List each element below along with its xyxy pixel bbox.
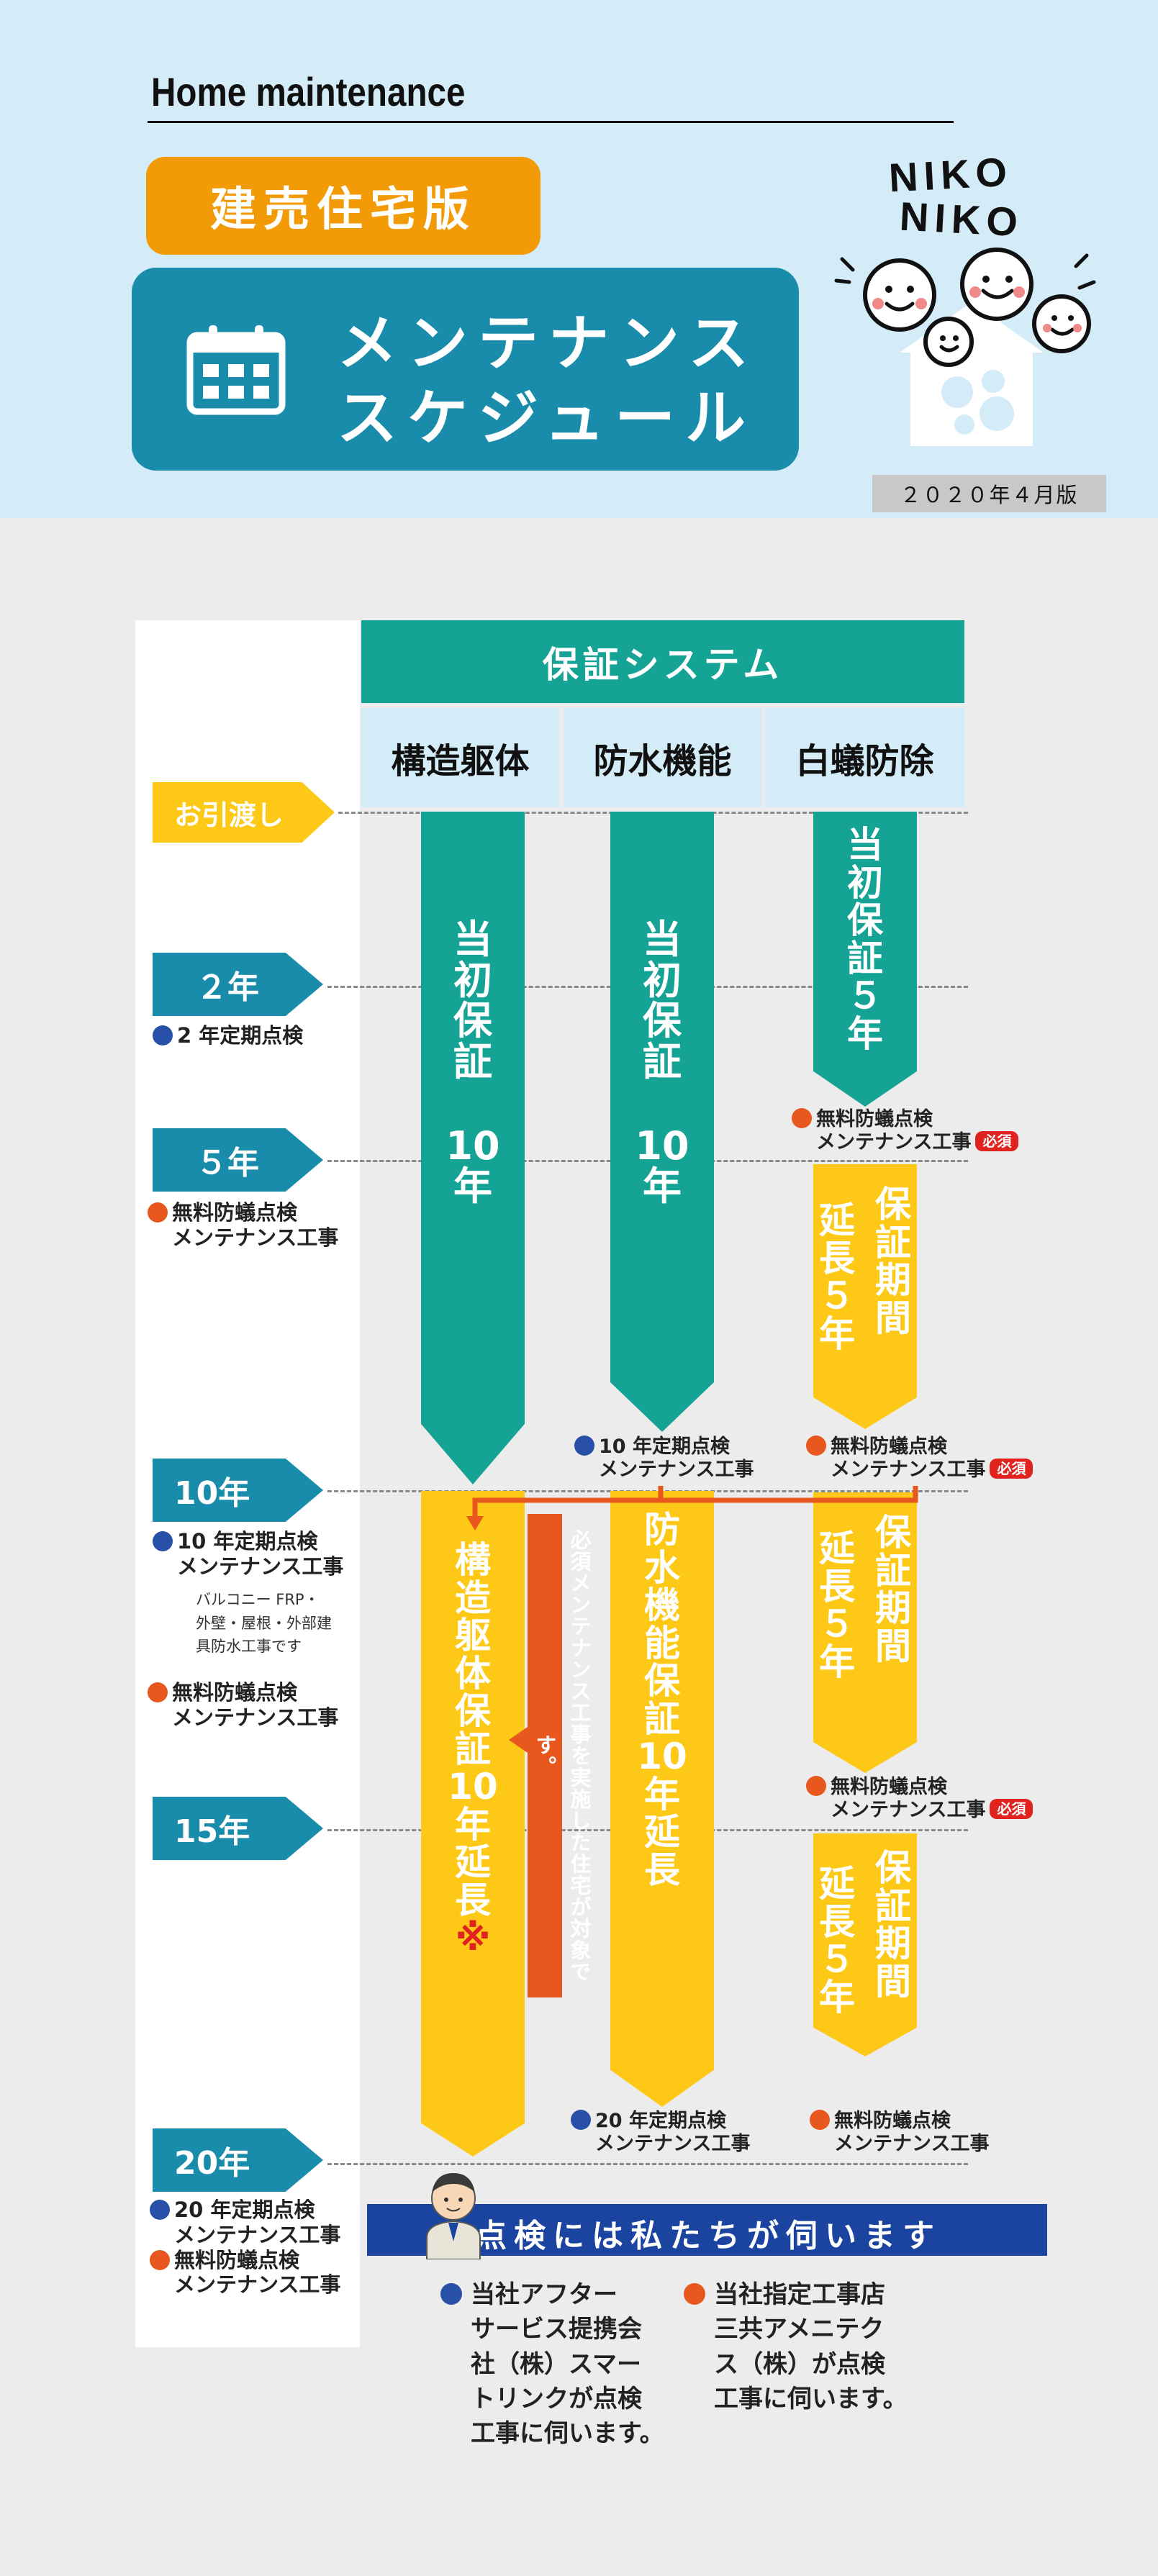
brand-title: Home maintenance (151, 69, 466, 114)
must-maintenance-note: 必須メンテナンス工事を実施した住宅が対象です。 (528, 1514, 592, 1997)
orange-dot-icon (684, 2283, 705, 2305)
milestone-5y: ５年 (153, 1128, 323, 1192)
orange-dot-icon (148, 1202, 168, 1223)
blue-dot-icon (150, 2200, 170, 2220)
milestone-5y-label: ５年 (196, 1145, 259, 1182)
blue-dot-icon (574, 1436, 594, 1456)
worker-avatar-icon (426, 2173, 481, 2259)
note-10y-detail: バルコニー FRP・ 外壁・屋根・外部建 具防水工事です (196, 1591, 332, 1656)
milestone-10y-label: 10年 (174, 1475, 250, 1512)
bar-structure-ext: 構造躯体保証 10 年延長 ※ (421, 1491, 525, 2157)
must-maintenance-connector (466, 1486, 918, 1530)
orange-dot-icon (806, 1436, 826, 1456)
milestone-handover: お引渡し (153, 782, 335, 843)
edition-badge: ２０２０年４月版 (872, 475, 1106, 512)
orange-dot-icon (150, 2249, 170, 2270)
milestone-20y: 20年 (153, 2128, 323, 2192)
milestone-15y-label: 15年 (174, 1813, 250, 1850)
note-10y-termite: 無料防蟻点検 メンテナンス工事 (148, 1680, 338, 1731)
milestone-2y-label: ２年 (196, 969, 259, 1006)
note-2y: 2 年定期点検 (153, 1023, 303, 1048)
brand-underline (148, 121, 954, 123)
blue-dot-icon (571, 2110, 591, 2130)
bar-waterproof-initial: 当初保証 10 年 (610, 812, 714, 1432)
blue-dot-icon (153, 1025, 173, 1046)
must-badge: 必須 (990, 1799, 1033, 1820)
milestone-10y: 10年 (153, 1459, 323, 1522)
note-10y: 10 年定期点検 メンテナンス工事 (153, 1529, 343, 1579)
bar-structure-initial: 当初保証 10 年 (421, 812, 525, 1484)
note-water-20y: 20 年定期点検 メンテナンス工事 (571, 2110, 750, 2157)
blue-provider-info: 当社アフター サービス提携会 社（株）スマー トリンクが点検 工事に伺います。 (440, 2277, 664, 2451)
orange-dot-icon (792, 1108, 812, 1128)
note-termite-5y: 無料防蟻点検 メンテナンス工事 必須 (792, 1108, 1019, 1155)
blue-dot-icon (440, 2283, 462, 2305)
system-header: 保証システム (361, 620, 964, 703)
title-line-1: メンテナンス (337, 308, 759, 378)
orange-dot-icon (806, 1776, 826, 1796)
note-termite-10y: 無料防蟻点検 メンテナンス工事 必須 (806, 1436, 1033, 1482)
note-termite-15y: 無料防蟻点検 メンテナンス工事 必須 (806, 1776, 1033, 1823)
note-water-10y: 10 年定期点検 メンテナンス工事 (574, 1436, 754, 1482)
staff-banner-label: 点検には私たちが伺います (475, 2218, 941, 2254)
orange-dot-icon (810, 2110, 830, 2130)
column-header-waterproof: 防水機能 (564, 708, 761, 807)
milestone-15y: 15年 (153, 1797, 323, 1860)
column-header-structure: 構造躯体 (361, 708, 559, 807)
milestone-20y-label: 20年 (174, 2145, 250, 2182)
milestone-2y: ２年 (153, 953, 323, 1016)
smiling-family-house-icon (834, 248, 1096, 446)
note-5y: 無料防蟻点検 メンテナンス工事 (148, 1200, 338, 1251)
milestone-handover-label: お引渡し (174, 799, 284, 831)
bar-waterproof-ext: 防水機能保証 10 年延長 (610, 1491, 714, 2107)
edition-text: ２０２０年４月版 (900, 483, 1079, 507)
orange-provider-info: 当社指定工事店 三共アメニテク ス（株）が点検 工事に伺います。 (684, 2277, 908, 2416)
niko-logo: NIKO NIKO (820, 144, 1108, 461)
note-termite-20y: 無料防蟻点検 メンテナンス工事 (810, 2110, 989, 2157)
must-badge: 必須 (975, 1131, 1019, 1152)
title-line-2: スケジュール (337, 383, 756, 453)
title-box: メンテナンス スケジュール (132, 268, 799, 471)
edition-pill-label: 建売住宅版 (210, 183, 476, 237)
blue-dot-icon (153, 1531, 173, 1551)
must-note-arrow (509, 1727, 528, 1753)
column-header-termite: 白蟻防除 (765, 708, 964, 807)
orange-dot-icon (148, 1682, 168, 1702)
system-header-label: 保証システム (542, 643, 784, 686)
note-20y: 20 年定期点検 メンテナンス工事 無料防蟻点検 メンテナンス工事 (150, 2198, 340, 2298)
calendar-icon (186, 325, 286, 415)
edition-pill: 建売住宅版 (146, 157, 540, 255)
guideline-20y (327, 2163, 968, 2165)
must-badge: 必須 (990, 1459, 1033, 1479)
